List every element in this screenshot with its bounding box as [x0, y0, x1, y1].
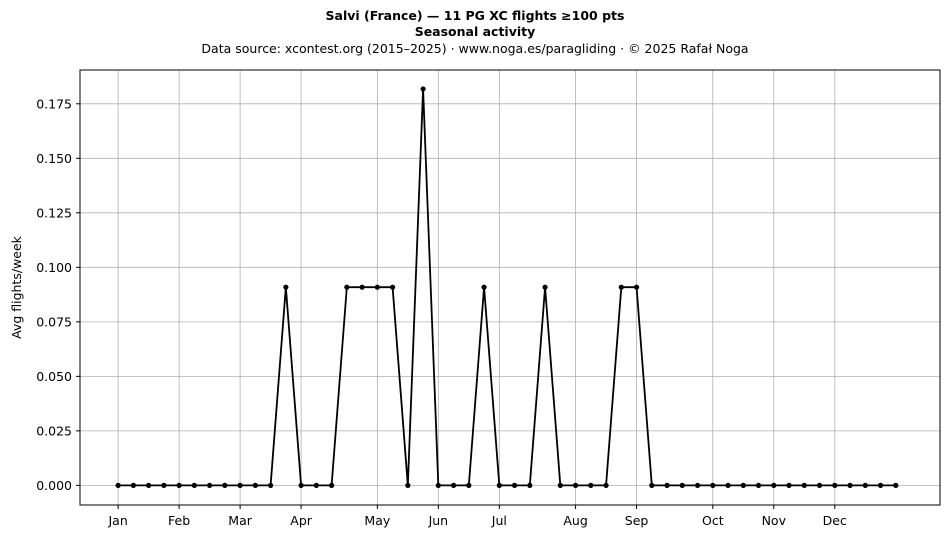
- x-tick-label: Jan: [107, 513, 127, 528]
- data-point: [710, 482, 716, 488]
- series-layer: [115, 86, 899, 488]
- x-tick-label: Mar: [228, 513, 252, 528]
- chart-titles: Salvi (France) — 11 PG XC flights ≥100 p…: [0, 8, 950, 58]
- data-point: [801, 482, 807, 488]
- data-point: [237, 482, 243, 488]
- data-point: [511, 482, 518, 488]
- data-point: [679, 482, 685, 488]
- y-tick-label: 0.000: [36, 478, 72, 493]
- data-point: [450, 482, 457, 488]
- data-point: [694, 482, 701, 488]
- x-tick-label: Sep: [625, 513, 649, 528]
- x-tick-label: Apr: [290, 513, 312, 528]
- x-tick-label: Aug: [563, 513, 587, 528]
- x-tick-label: Feb: [168, 513, 190, 528]
- data-point: [832, 482, 838, 488]
- chart-title: Salvi (France) — 11 PG XC flights ≥100 p…: [325, 8, 625, 23]
- data-point: [847, 482, 853, 488]
- data-point: [298, 482, 304, 488]
- ticks: Jan Feb Mar Apr May Jun Jul Aug Sep Oct Nov Dec 0.00…: [36, 96, 847, 528]
- plot-frame: [79, 69, 941, 506]
- data-point: [572, 482, 579, 488]
- x-tick-label: Oct: [702, 513, 724, 528]
- data-point: [389, 284, 396, 290]
- data-point: [786, 482, 792, 488]
- data-point: [252, 482, 258, 488]
- data-point: [115, 482, 121, 488]
- x-tick-label: Dec: [823, 513, 847, 528]
- data-point: [542, 284, 548, 290]
- data-point: [862, 482, 868, 488]
- grid: [80, 70, 940, 505]
- data-point: [603, 482, 609, 488]
- data-point: [161, 482, 167, 488]
- data-point: [877, 482, 884, 488]
- data-point: [435, 482, 441, 488]
- y-axis-label: Avg flights/week: [9, 235, 24, 339]
- data-point: [359, 284, 365, 290]
- data-point: [283, 284, 289, 290]
- chart-subtitle: Seasonal activity: [414, 24, 536, 39]
- data-point: [420, 86, 426, 92]
- chart-source-line: Data source: xcontest.org (2015–2025) · …: [201, 41, 749, 56]
- data-point: [649, 482, 655, 488]
- data-point: [633, 284, 640, 290]
- x-tick-label: May: [364, 513, 390, 528]
- data-point: [618, 284, 624, 290]
- y-tick-label: 0.075: [36, 314, 72, 329]
- y-tick-label: 0.050: [36, 369, 72, 384]
- data-point: [130, 482, 136, 488]
- data-point: [374, 284, 380, 290]
- data-point: [527, 482, 533, 488]
- data-point: [755, 482, 762, 488]
- y-tick-label: 0.125: [36, 205, 72, 220]
- data-point: [664, 482, 670, 488]
- y-tick-label: 0.100: [36, 260, 72, 275]
- x-tick-label: Jun: [428, 513, 449, 528]
- data-point: [725, 482, 731, 488]
- data-point: [191, 482, 197, 488]
- data-point: [207, 482, 213, 488]
- y-tick-label: 0.150: [36, 151, 72, 166]
- series-line: [118, 88, 896, 487]
- y-tick-label: 0.175: [36, 96, 72, 111]
- data-point: [146, 482, 152, 488]
- data-point: [176, 482, 182, 488]
- data-point: [344, 284, 350, 290]
- data-point: [496, 482, 502, 488]
- x-tick-label: Jul: [491, 513, 507, 528]
- data-point: [771, 482, 777, 488]
- data-point: [588, 482, 594, 488]
- data-point: [740, 482, 746, 488]
- data-point: [481, 284, 487, 290]
- data-point: [816, 482, 823, 488]
- y-tick-label: 0.025: [36, 423, 72, 438]
- data-point: [557, 482, 563, 488]
- data-point: [328, 482, 335, 488]
- data-point: [222, 482, 228, 488]
- data-point: [313, 482, 319, 488]
- x-tick-label: Nov: [762, 513, 787, 528]
- data-point: [268, 482, 274, 488]
- data-point: [405, 482, 411, 488]
- data-point: [893, 482, 899, 488]
- data-point: [466, 482, 472, 488]
